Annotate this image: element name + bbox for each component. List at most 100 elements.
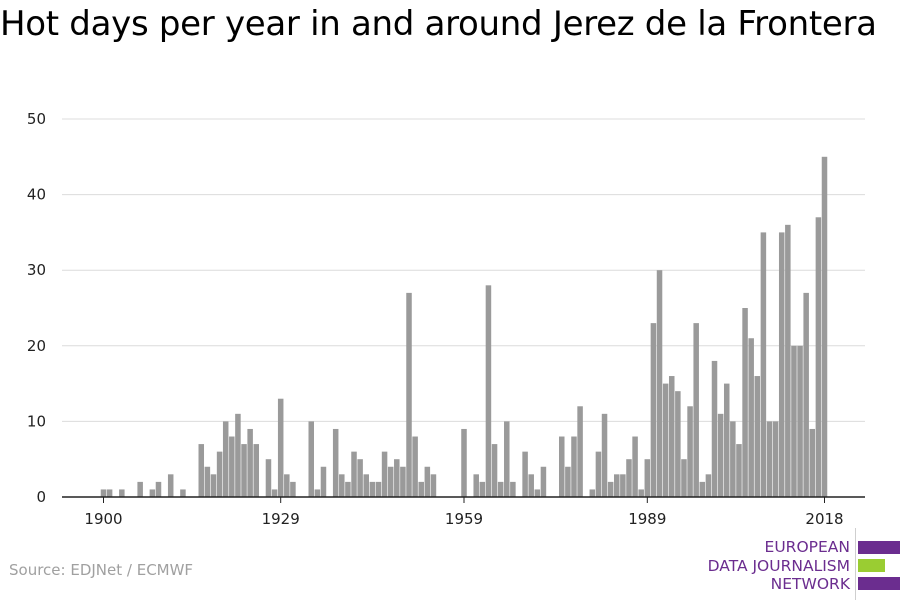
bar-2016 xyxy=(809,428,816,497)
bar-1913 xyxy=(180,489,186,497)
y-tick-label: 20 xyxy=(27,337,46,355)
bar-1942 xyxy=(357,459,363,497)
bar-1936 xyxy=(320,466,327,497)
logo-divider xyxy=(855,528,856,600)
edjnet-logo: EUROPEAN DATA JOURNALISM NETWORK xyxy=(700,528,900,600)
bar-1959 xyxy=(461,428,467,497)
bar-1980 xyxy=(589,489,596,497)
y-tick-label: 0 xyxy=(36,488,46,506)
bar-1982 xyxy=(601,413,608,497)
bar-1945 xyxy=(375,481,382,497)
logo-bar-purple-top xyxy=(858,541,900,554)
bar-1946 xyxy=(381,451,388,497)
bar-2002 xyxy=(723,383,730,497)
bar-1929 xyxy=(277,398,284,497)
bar-2014 xyxy=(797,345,803,497)
bar-1951 xyxy=(412,436,418,497)
bar-1943 xyxy=(363,474,369,497)
bar-1919 xyxy=(216,451,223,497)
bars xyxy=(100,156,828,498)
bar-1981 xyxy=(595,451,602,497)
bar-1901 xyxy=(106,489,113,497)
bar-1953 xyxy=(424,466,431,497)
bar-1970 xyxy=(528,474,534,497)
bar-2015 xyxy=(803,292,809,497)
x-tick-label: 2018 xyxy=(805,510,843,528)
bar-1985 xyxy=(620,474,626,497)
bar-1918 xyxy=(210,474,217,497)
bar-1909 xyxy=(155,481,162,497)
bar-1986 xyxy=(626,459,632,497)
bar-1967 xyxy=(510,481,516,497)
x-tick-label: 1900 xyxy=(84,510,122,528)
bar-1911 xyxy=(167,474,174,497)
bar-1927 xyxy=(265,459,272,497)
bar-1992 xyxy=(662,383,669,497)
y-tick-label: 40 xyxy=(27,186,46,204)
bar-1916 xyxy=(198,444,205,497)
bar-1952 xyxy=(418,481,424,497)
bar-1971 xyxy=(534,489,541,497)
bar-1903 xyxy=(119,489,125,497)
bar-1998 xyxy=(699,481,706,497)
bar-1938 xyxy=(332,428,339,497)
logo-text-line-1: EUROPEAN xyxy=(764,538,850,556)
bar-2011 xyxy=(778,232,785,497)
logo-text-line-2: DATA JOURNALISM xyxy=(707,557,850,575)
y-tick-label: 30 xyxy=(27,261,46,279)
bar-1997 xyxy=(693,323,699,497)
bar-1917 xyxy=(204,466,211,497)
x-tick-label: 1989 xyxy=(628,510,666,528)
bar-1965 xyxy=(497,481,504,497)
bar-1993 xyxy=(668,376,675,497)
bar-1964 xyxy=(491,444,498,497)
bar-2012 xyxy=(785,224,791,497)
bar-1941 xyxy=(351,451,357,497)
bar-1908 xyxy=(149,489,156,497)
bar-1950 xyxy=(406,292,412,497)
bar-1983 xyxy=(607,481,614,497)
bar-1949 xyxy=(400,466,406,497)
bar-2000 xyxy=(711,360,718,497)
bar-1930 xyxy=(284,474,290,497)
y-axis-ticks: 0 10 20 30 40 50 xyxy=(27,110,46,506)
logo-bar-green xyxy=(858,559,885,572)
bar-1944 xyxy=(369,481,376,497)
bar-2007 xyxy=(754,376,761,497)
x-tick-label: 1959 xyxy=(445,510,483,528)
bar-1994 xyxy=(675,391,681,497)
bar-2013 xyxy=(791,345,797,497)
bar-1990 xyxy=(650,323,657,497)
source-note: Source: EDJNet / ECMWF xyxy=(9,561,194,579)
bar-1963 xyxy=(485,285,492,497)
bar-1975 xyxy=(559,436,565,497)
y-tick-label: 50 xyxy=(27,110,46,128)
bar-1900 xyxy=(100,489,107,497)
bar-1954 xyxy=(430,474,437,497)
bar-1906 xyxy=(137,481,143,497)
bar-1931 xyxy=(290,481,296,497)
bar-1948 xyxy=(394,459,400,497)
bar-2008 xyxy=(760,232,767,497)
bar-1996 xyxy=(687,406,693,497)
bar-1978 xyxy=(577,406,583,497)
bar-1939 xyxy=(339,474,345,497)
bar-1935 xyxy=(314,489,321,497)
bar-1989 xyxy=(644,459,651,497)
chart-title: Hot days per year in and around Jerez de… xyxy=(0,4,877,44)
bar-1928 xyxy=(271,489,278,497)
bar-1924 xyxy=(247,428,253,497)
bar-1923 xyxy=(241,444,247,497)
bar-2010 xyxy=(772,421,779,497)
bar-2006 xyxy=(748,338,754,497)
logo-bar-purple-bottom xyxy=(858,577,900,590)
bar-1961 xyxy=(473,474,479,497)
bar-chart: 0 10 20 30 40 50 1900 1929 1959 1989 2018 xyxy=(27,110,865,528)
bar-2005 xyxy=(742,308,748,497)
bar-1920 xyxy=(222,421,229,497)
bar-1934 xyxy=(308,421,315,497)
bar-1977 xyxy=(571,436,577,497)
bar-1991 xyxy=(656,270,663,497)
bar-2017 xyxy=(815,217,822,497)
bar-1925 xyxy=(253,444,260,497)
